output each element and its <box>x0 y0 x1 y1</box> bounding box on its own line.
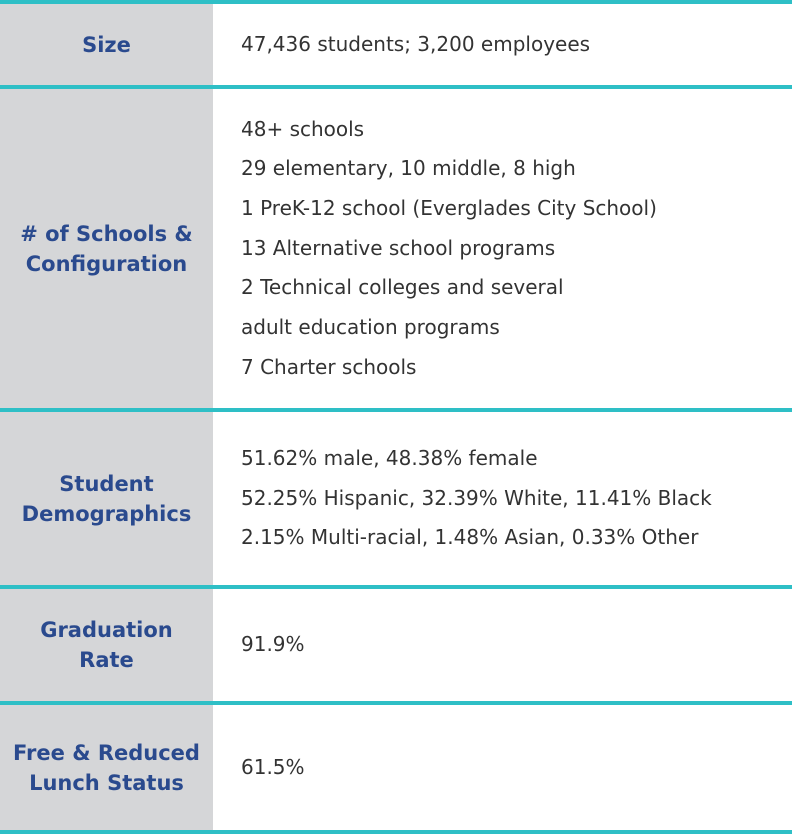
row-divider <box>0 408 792 412</box>
row-value-cell: 47,436 students; 3,200 employees <box>213 4 792 85</box>
row-divider <box>0 585 792 589</box>
row-value: 29 elementary, 10 middle, 8 high <box>241 156 576 181</box>
row-label-cell: Size <box>0 4 213 85</box>
row-value-cell: 61.5% <box>213 705 792 830</box>
row-label: Size <box>82 32 131 57</box>
table-row-size: Size 47,436 students; 3,200 employees <box>0 4 792 85</box>
row-label-cell: Student Demographics <box>0 412 213 585</box>
row-divider <box>0 85 792 89</box>
row-label: # of Schools & Configuration <box>20 221 193 276</box>
row-divider <box>0 701 792 705</box>
table-row-lunch: Free & Reduced Lunch Status 61.5% <box>0 705 792 830</box>
row-label: Graduation Rate <box>40 618 173 672</box>
row-value: 61.5% <box>241 754 305 779</box>
row-value: 2 Technical colleges and several <box>241 275 564 300</box>
row-value-cell: 48+ schools 29 elementary, 10 middle, 8 … <box>213 89 792 408</box>
row-divider <box>0 0 792 4</box>
row-value: 1 PreK-12 school (Everglades City School… <box>241 195 657 220</box>
row-label-cell: Free & Reduced Lunch Status <box>0 705 213 830</box>
row-value: 13 Alternative school programs <box>241 235 556 260</box>
table-row-graduation: Graduation Rate 91.9% <box>0 589 792 701</box>
row-label-cell: # of Schools & Configuration <box>0 89 213 408</box>
row-value: adult education programs <box>241 315 500 340</box>
row-value: 48+ schools <box>241 116 365 141</box>
table-row-demographics: Student Demographics 51.62% male, 48.38%… <box>0 412 792 585</box>
row-value-cell: 51.62% male, 48.38% female 52.25% Hispan… <box>213 412 792 585</box>
row-divider <box>0 830 792 834</box>
row-label: Free & Reduced Lunch Status <box>13 740 200 795</box>
row-value: 52.25% Hispanic, 32.39% White, 11.41% Bl… <box>241 485 712 510</box>
row-label: Student Demographics <box>21 471 192 526</box>
row-value: 7 Charter schools <box>241 354 417 379</box>
row-value: 51.62% male, 48.38% female <box>241 445 538 470</box>
row-value: 47,436 students; 3,200 employees <box>241 31 591 56</box>
row-value-cell: 91.9% <box>213 589 792 701</box>
table-row-schools: # of Schools & Configuration 48+ schools… <box>0 89 792 408</box>
row-value: 91.9% <box>241 632 305 657</box>
row-value: 2.15% Multi-racial, 1.48% Asian, 0.33% O… <box>241 525 699 550</box>
row-label-cell: Graduation Rate <box>0 589 213 701</box>
